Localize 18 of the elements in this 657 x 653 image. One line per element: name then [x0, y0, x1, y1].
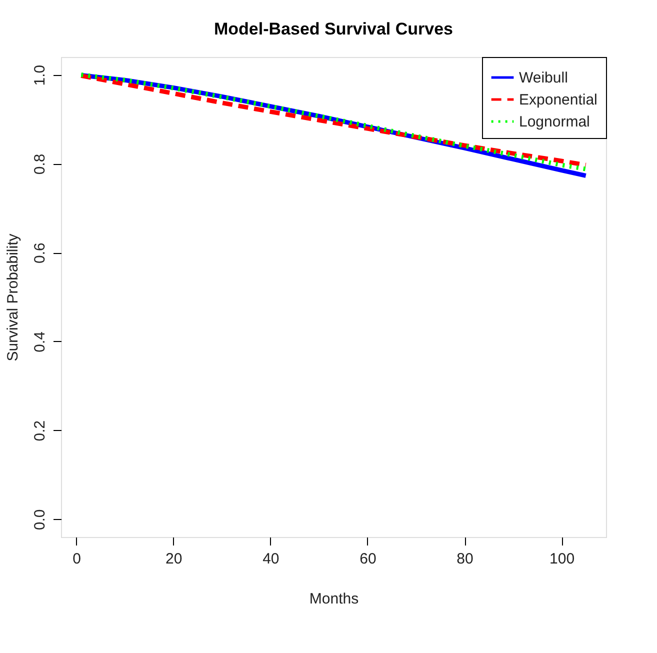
- x-tick-label: 20: [166, 550, 182, 568]
- y-tick-label: 0.2: [32, 420, 48, 442]
- y-tick-label: 0.0: [32, 509, 48, 530]
- y-tick-label: 1.0: [32, 64, 48, 86]
- y-tick-label: 0.4: [32, 332, 48, 352]
- y-axis-title: Survival Probability: [4, 233, 22, 362]
- x-tick-label: 0: [72, 550, 82, 568]
- x-tick-label: 60: [360, 550, 376, 568]
- y-tick-label: 0.8: [32, 154, 48, 175]
- legend-label: Weibull: [519, 70, 568, 86]
- y-tick-label: 0.6: [32, 242, 48, 264]
- x-tick-label: 100: [550, 550, 575, 568]
- x-axis-title: Months: [309, 590, 359, 608]
- x-tick-label: 80: [456, 550, 474, 568]
- chart-title: Model-Based Survival Curves: [214, 20, 454, 38]
- legend-label: Lognormal: [519, 114, 590, 130]
- legend-label: Exponential: [519, 92, 598, 108]
- x-tick-label: 40: [262, 550, 280, 568]
